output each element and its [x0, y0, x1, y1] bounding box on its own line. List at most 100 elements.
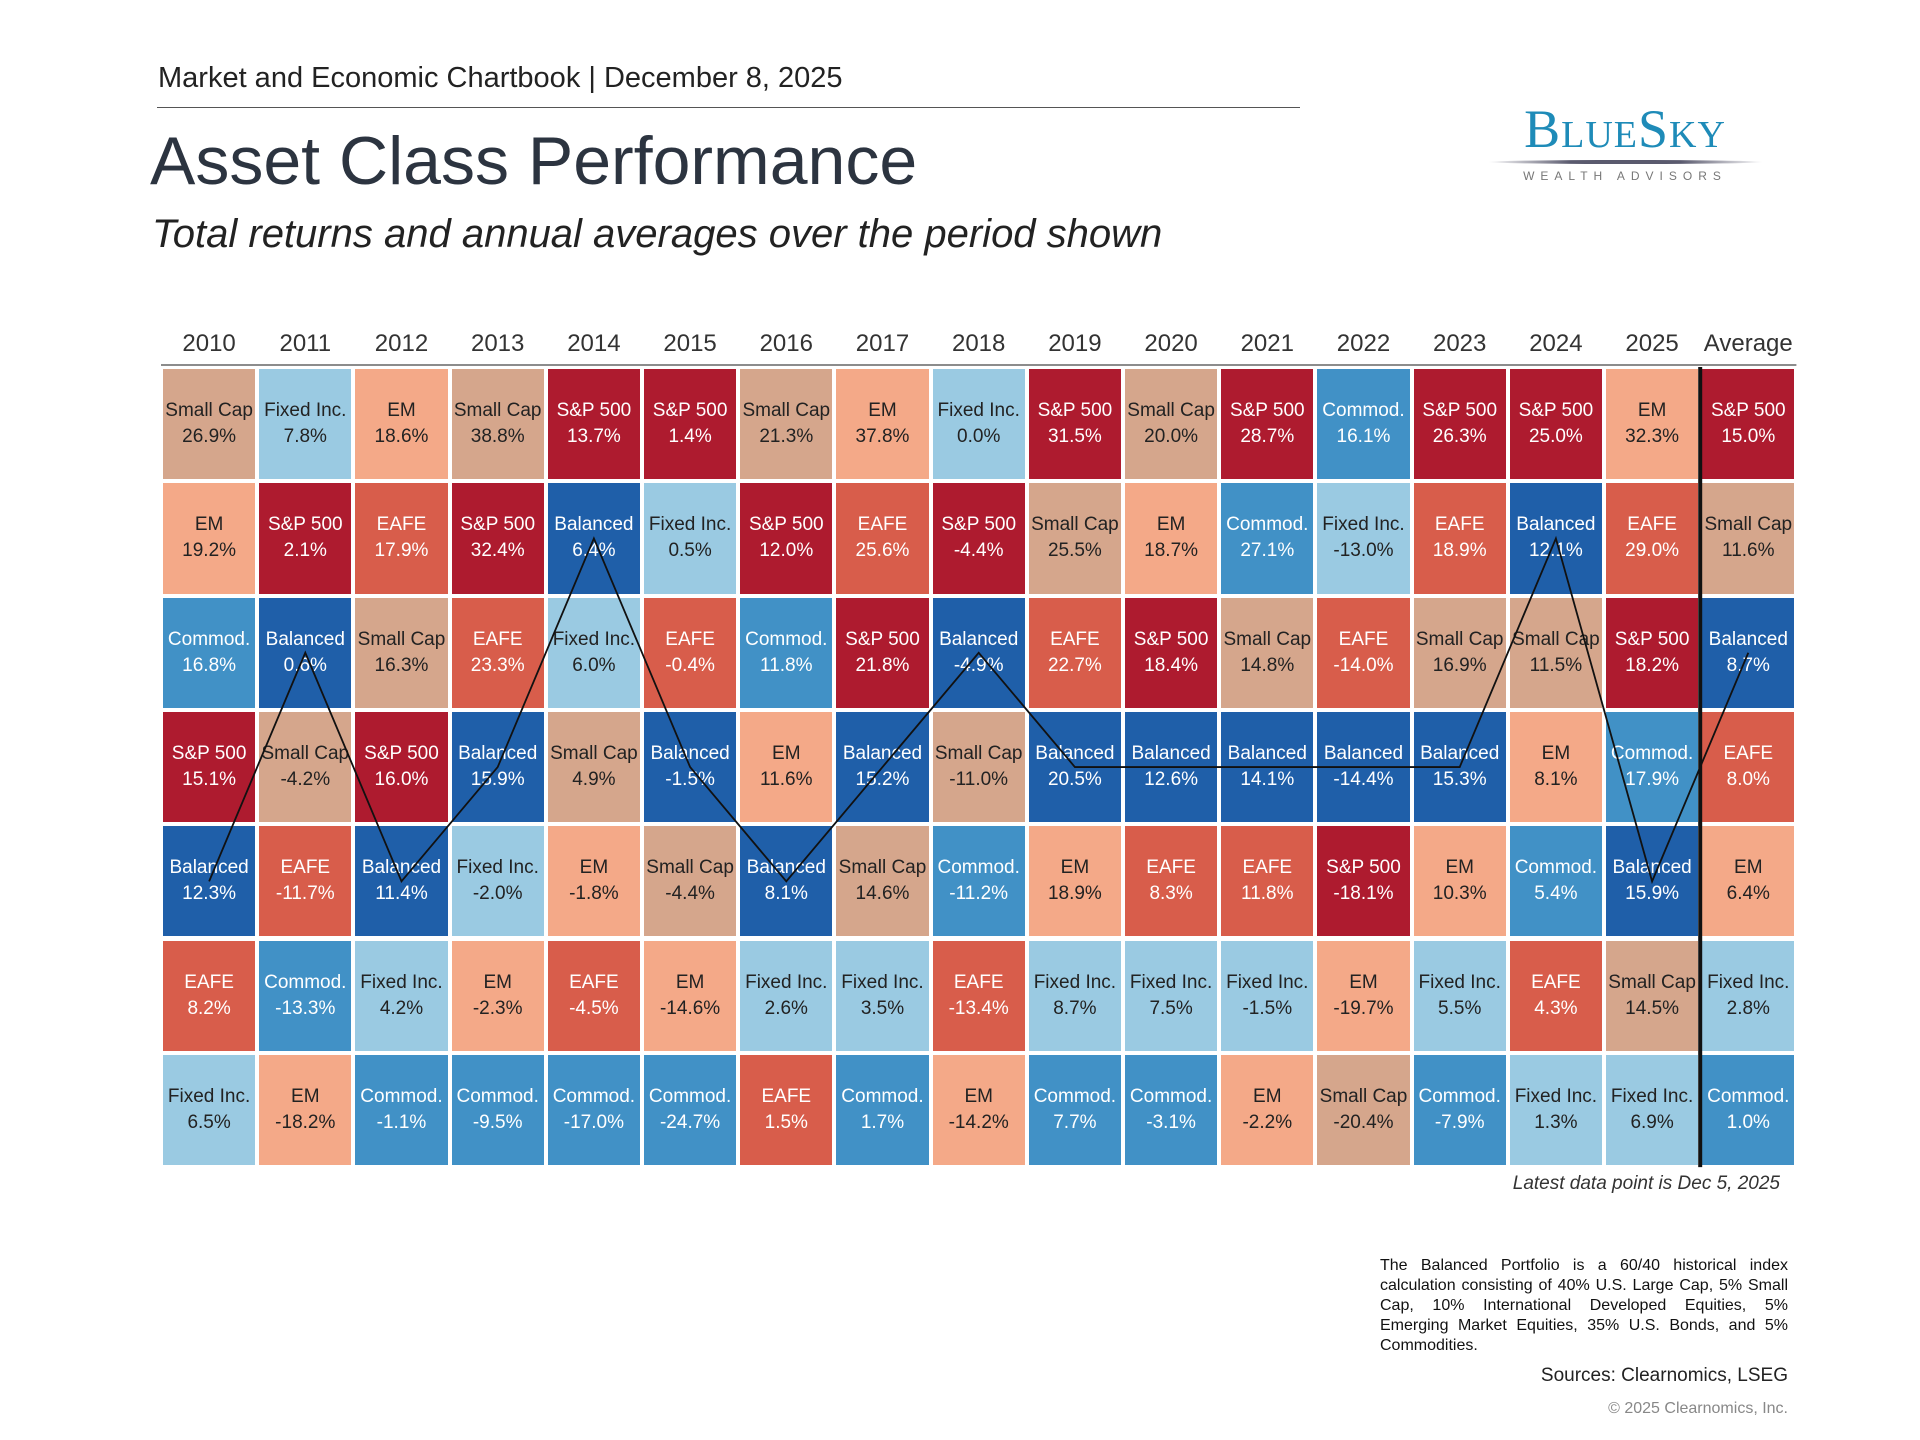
cell: EM -14.2%: [932, 1054, 1025, 1166]
cell: Commod. -17.0%: [547, 1054, 640, 1166]
asset-name: Balanced: [265, 628, 345, 650]
cell: Fixed Inc. 6.5%: [163, 1054, 256, 1166]
cell: Balanced 15.2%: [836, 711, 929, 823]
return-value: 19.2%: [182, 540, 237, 562]
cell: Fixed Inc. 6.9%: [1606, 1054, 1699, 1166]
return-value: 6.0%: [572, 654, 616, 676]
return-value: -2.2%: [1242, 1111, 1293, 1133]
cell: Small Cap 14.5%: [1606, 940, 1699, 1051]
cell: Small Cap 14.8%: [1221, 597, 1314, 708]
return-value: -7.9%: [1434, 1111, 1485, 1133]
cell: Commod. 17.9%: [1606, 711, 1699, 823]
cell: S&P 500 15.1%: [163, 711, 256, 823]
return-value: -19.7%: [1333, 997, 1394, 1019]
return-value: 27.1%: [1240, 540, 1295, 562]
asset-name: S&P 500: [1326, 857, 1401, 879]
return-value: 8.7%: [1726, 654, 1770, 676]
asset-name: Small Cap: [1608, 971, 1696, 993]
asset-name: EAFE: [761, 1085, 812, 1107]
return-value: 0.6%: [283, 654, 327, 676]
cell: Fixed Inc. 7.5%: [1125, 940, 1218, 1051]
asset-name: Fixed Inc.: [1033, 971, 1117, 993]
asset-name: Commod.: [1418, 1085, 1501, 1107]
cell: Balanced 20.5%: [1028, 711, 1121, 823]
return-value: 3.5%: [860, 997, 905, 1019]
return-value: 18.4%: [1144, 654, 1199, 676]
return-value: -2.3%: [472, 997, 523, 1019]
asset-name: Fixed Inc.: [552, 628, 636, 650]
cell: Fixed Inc. 6.0%: [547, 597, 640, 708]
return-value: -2.0%: [472, 883, 523, 905]
asset-name: S&P 500: [556, 400, 632, 422]
cell: EAFE -14.0%: [1317, 597, 1410, 708]
cell: EAFE 4.3%: [1509, 940, 1602, 1051]
cell: Commod. 11.8%: [740, 597, 833, 708]
return-value: 4.3%: [1534, 997, 1578, 1019]
cell: EAFE 22.7%: [1028, 597, 1121, 708]
asset-name: Balanced: [1516, 514, 1596, 536]
cell: Commod. 1.7%: [836, 1054, 929, 1166]
return-value: 22.7%: [1047, 654, 1102, 676]
return-value: -0.4%: [665, 654, 715, 676]
cell: EM 37.8%: [836, 369, 929, 480]
return-value: 28.7%: [1240, 426, 1295, 448]
cell: Balanced 12.1%: [1509, 483, 1602, 594]
asset-name: Small Cap: [934, 743, 1023, 765]
asset-name: EM: [675, 971, 705, 993]
cell: Balanced 14.1%: [1221, 711, 1314, 823]
cell: Fixed Inc. -13.0%: [1317, 483, 1410, 594]
cell: EAFE 1.5%: [740, 1054, 833, 1166]
cell: S&P 500 21.8%: [836, 597, 929, 708]
asset-name: Commod.: [552, 1085, 636, 1107]
cell: Fixed Inc. 2.6%: [740, 940, 833, 1051]
asset-name: EM: [483, 971, 512, 993]
return-value: 11.5%: [1529, 654, 1583, 676]
asset-name: Commod.: [1322, 400, 1405, 422]
cell: S&P 500 1.4%: [644, 369, 737, 480]
asset-name: Balanced: [1708, 628, 1788, 650]
return-value: 8.1%: [1534, 769, 1578, 791]
cell: Commod. -1.1%: [355, 1054, 448, 1166]
cell: Fixed Inc. 1.3%: [1509, 1054, 1602, 1166]
column-header: 2021: [1240, 330, 1294, 357]
return-value: 15.1%: [182, 769, 237, 791]
column-header: Average: [1703, 330, 1793, 357]
cell: S&P 500 2.1%: [259, 483, 352, 594]
return-value: -4.2%: [280, 769, 331, 791]
asset-name: S&P 500: [171, 743, 247, 765]
return-value: -14.0%: [1333, 654, 1394, 676]
asset-name: S&P 500: [364, 743, 439, 765]
asset-name: EM: [1637, 400, 1667, 422]
cell: Balanced 15.9%: [1606, 826, 1699, 937]
cell: Balanced 8.1%: [740, 826, 833, 937]
asset-name: EM: [1445, 857, 1474, 879]
return-value: 31.5%: [1047, 426, 1102, 448]
header-rule: [157, 107, 1300, 108]
column-header: 2017: [855, 330, 910, 357]
return-value: -13.0%: [1333, 540, 1394, 562]
asset-name: Small Cap: [838, 857, 927, 879]
cell: Small Cap 38.8%: [451, 369, 544, 480]
return-value: 15.3%: [1432, 769, 1487, 791]
cell: S&P 500 16.0%: [355, 711, 448, 823]
return-value: 15.9%: [1625, 883, 1680, 905]
return-value: 16.3%: [374, 654, 429, 676]
column-header: 2025: [1625, 330, 1679, 357]
return-value: 16.1%: [1336, 426, 1391, 448]
asset-name: Fixed Inc.: [1226, 971, 1309, 993]
asset-name: S&P 500: [267, 514, 343, 536]
return-value: 17.9%: [1625, 769, 1680, 791]
return-value: -3.1%: [1146, 1111, 1196, 1133]
cell: Small Cap 26.9%: [163, 369, 256, 480]
return-value: 6.9%: [1630, 1111, 1674, 1133]
cell: EAFE -0.4%: [644, 597, 737, 708]
cell: EM 19.2%: [163, 483, 256, 594]
return-value: 11.8%: [760, 654, 813, 676]
asset-name: Commod.: [360, 1085, 443, 1107]
cell: Small Cap -4.4%: [644, 826, 737, 937]
return-value: 6.5%: [187, 1111, 231, 1133]
column-header: 2014: [567, 330, 621, 357]
cell: EM -1.8%: [547, 826, 640, 937]
return-value: -11.7%: [275, 883, 335, 905]
cell: EM 18.7%: [1125, 483, 1218, 594]
